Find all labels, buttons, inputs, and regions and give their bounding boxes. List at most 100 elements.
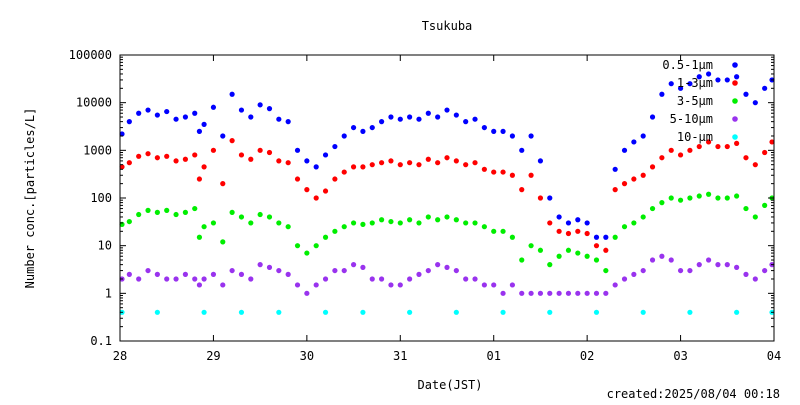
data-point (724, 195, 730, 201)
y-tick-label: 1 (105, 286, 112, 300)
data-point (220, 239, 226, 245)
data-point (649, 114, 656, 120)
data-point (593, 290, 600, 296)
series-3 (119, 253, 775, 296)
data-point (182, 209, 188, 215)
data-point (687, 81, 693, 87)
data-point (407, 114, 413, 120)
data-point (575, 250, 581, 256)
data-point (472, 160, 478, 166)
data-point (444, 214, 450, 220)
x-tick-label: 04 (767, 349, 781, 363)
data-point (752, 276, 758, 282)
data-point (463, 162, 469, 168)
data-point (575, 290, 581, 296)
data-point (304, 187, 310, 193)
data-point (481, 166, 487, 172)
data-point (182, 114, 188, 120)
data-point (453, 267, 459, 274)
data-point (201, 121, 207, 127)
data-point (706, 71, 712, 77)
data-point (752, 100, 758, 106)
y-tick-label: 0.1 (90, 334, 112, 348)
data-point (435, 160, 441, 166)
data-point (154, 155, 160, 161)
data-point (248, 114, 254, 120)
data-point (762, 267, 768, 274)
data-point (388, 218, 394, 225)
data-point (547, 195, 553, 201)
data-point (136, 110, 142, 116)
data-point (593, 257, 600, 263)
data-point (136, 153, 142, 159)
data-point (332, 267, 338, 274)
legend-label: 1-3μm (677, 76, 713, 90)
data-point (621, 181, 628, 187)
created-timestamp: created:2025/08/04 00:18 (607, 387, 780, 400)
data-point (294, 282, 301, 288)
chart-title: Tsukuba (422, 19, 473, 33)
data-point (444, 264, 450, 270)
data-point (164, 276, 170, 282)
data-point (677, 267, 684, 274)
data-point (472, 276, 478, 282)
data-point (547, 309, 553, 315)
data-point (706, 257, 712, 263)
data-point (126, 218, 132, 225)
x-tick-label: 31 (393, 349, 407, 363)
legend-marker (732, 98, 738, 104)
data-point (416, 116, 422, 122)
data-point (556, 214, 562, 220)
data-point (537, 158, 544, 164)
data-point (220, 181, 226, 187)
data-point (631, 176, 637, 182)
data-point (126, 119, 132, 125)
data-point (341, 133, 347, 139)
data-point (266, 106, 273, 112)
data-point (192, 276, 198, 282)
data-point (640, 133, 646, 139)
data-point (659, 253, 665, 259)
data-point (332, 228, 338, 234)
data-point (584, 230, 590, 237)
data-point (407, 217, 413, 223)
data-point (659, 200, 665, 206)
data-point (341, 267, 347, 274)
data-point (519, 257, 525, 263)
data-point (276, 116, 282, 122)
data-point (556, 253, 562, 259)
legend: 0.5-1μm 1-3μm 3-5μm 5-10μm 10-μm (662, 58, 738, 144)
data-point (407, 276, 413, 282)
data-point (126, 271, 132, 277)
data-point (435, 217, 441, 223)
data-point (743, 205, 749, 212)
data-point (453, 217, 459, 223)
data-point (407, 309, 413, 315)
data-point (668, 257, 674, 263)
data-point (360, 264, 366, 270)
y-tick-label: 10000 (76, 96, 112, 110)
data-point (388, 282, 394, 288)
data-point (304, 158, 310, 164)
data-point (734, 309, 740, 315)
data-point (612, 234, 618, 240)
data-point (668, 195, 674, 201)
series-4 (119, 309, 775, 315)
data-point (182, 271, 188, 277)
data-point (322, 152, 329, 158)
data-point (201, 276, 207, 282)
data-point (257, 211, 263, 218)
data-point (238, 309, 245, 315)
data-point (196, 176, 203, 182)
data-point (491, 169, 497, 175)
data-point (350, 124, 357, 131)
data-point (360, 164, 366, 170)
data-point (752, 214, 758, 220)
data-point (304, 250, 310, 256)
x-axis-label: Date(JST) (417, 378, 482, 392)
data-point (397, 162, 403, 168)
data-point (696, 74, 702, 80)
data-point (444, 107, 450, 113)
data-point (444, 155, 450, 161)
